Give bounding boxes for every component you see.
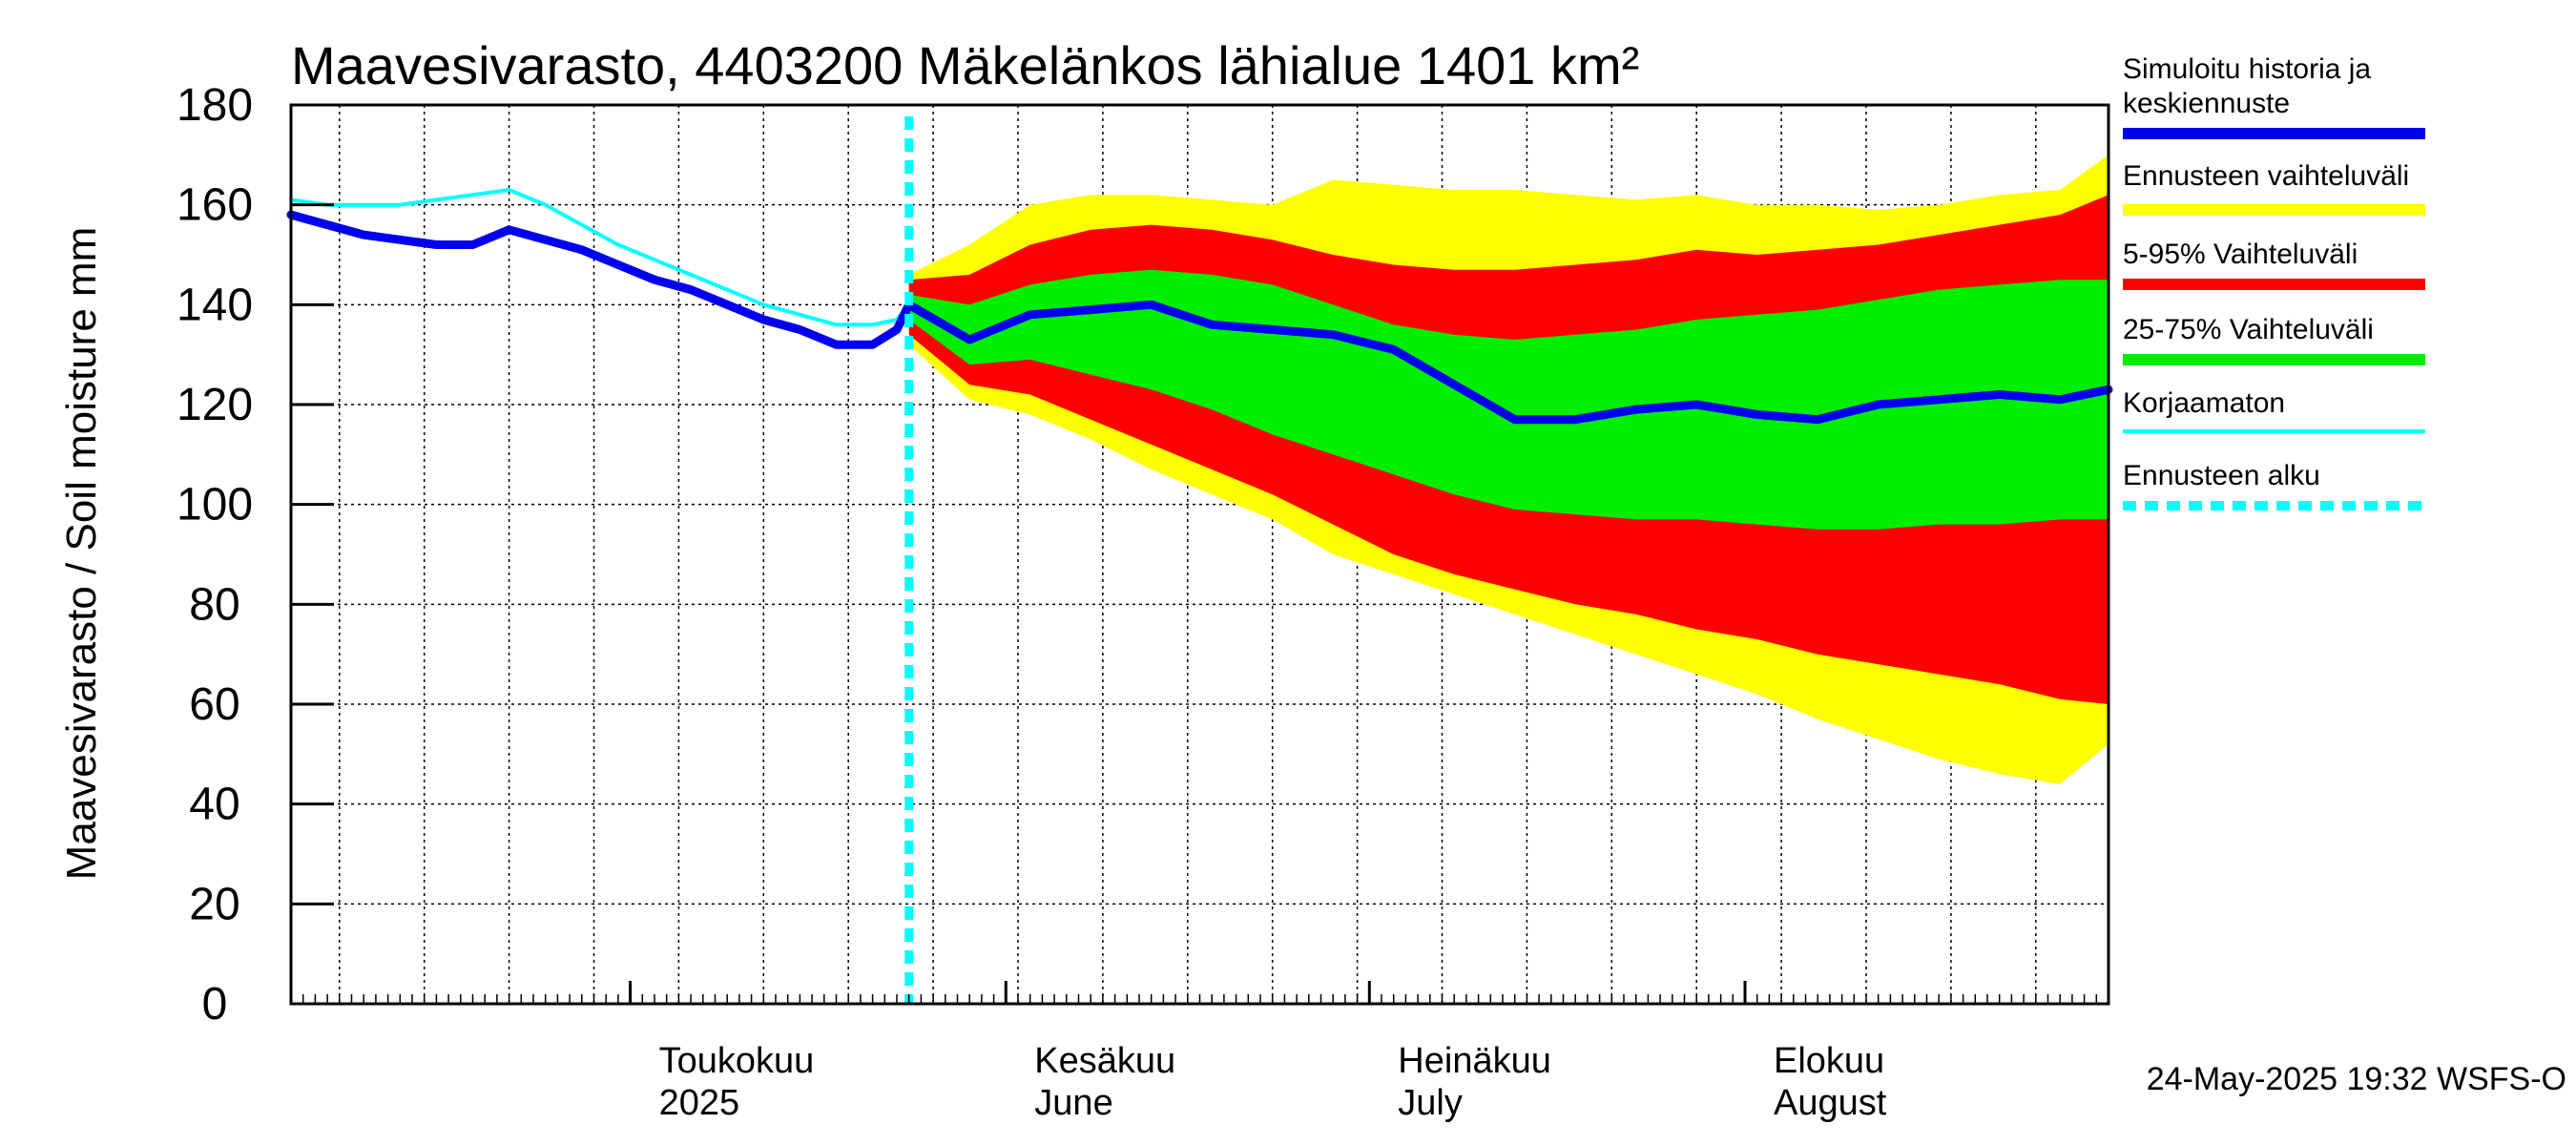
timestamp: 24-May-2025 19:32 WSFS-O: [2147, 1061, 2566, 1097]
bands-layer: [908, 155, 2109, 784]
y-tick-label: 60: [189, 679, 239, 730]
legend-label: Ennusteen alku: [2123, 460, 2320, 491]
legend-label: Ennusteen vaihteluväli: [2123, 160, 2409, 192]
simulated-history-line: [286, 210, 914, 349]
y-tick-label: 20: [189, 879, 239, 929]
y-tick-label: 0: [202, 979, 228, 1030]
x-month-label: Kesäkuu: [1034, 1041, 1175, 1081]
x-month-label: Heinäkuu: [1398, 1041, 1551, 1081]
x-month-sublabel: June: [1034, 1083, 1112, 1123]
y-axis-label: Maavesivarasto / Soil moisture mm: [58, 227, 105, 881]
x-month-sublabel: August: [1774, 1083, 1887, 1123]
forecast-median-line: [904, 300, 2113, 425]
uncorrected-line: [289, 188, 911, 327]
y-tick-label: 80: [189, 579, 239, 630]
x-month-sublabel: 2025: [659, 1083, 740, 1123]
p25-75-band: [908, 269, 2109, 530]
chart-title: Maavesivarasto, 4403200 Mäkelänkos lähia…: [291, 35, 1639, 95]
y-tick-label: 40: [189, 780, 239, 830]
legend-label: 5-95% Vaihteluväli: [2123, 239, 2358, 270]
lines-layer: [286, 116, 2113, 1004]
legend-label: Korjaamaton: [2123, 387, 2285, 419]
x-month-sublabel: July: [1398, 1083, 1463, 1123]
legend-label: 25-75% Vaihteluväli: [2123, 314, 2374, 345]
y-tick-label: 160: [177, 180, 253, 231]
y-tick-label: 100: [177, 480, 253, 531]
legend-label: Simuloitu historia ja: [2123, 53, 2371, 85]
legend-label: keskiennuste: [2123, 88, 2290, 119]
y-tick-label: 120: [177, 380, 253, 430]
x-month-label: Elokuu: [1774, 1041, 1884, 1081]
y-tick-label: 140: [177, 280, 253, 330]
x-month-label: Toukokuu: [659, 1041, 815, 1081]
y-tick-label: 180: [177, 80, 253, 131]
